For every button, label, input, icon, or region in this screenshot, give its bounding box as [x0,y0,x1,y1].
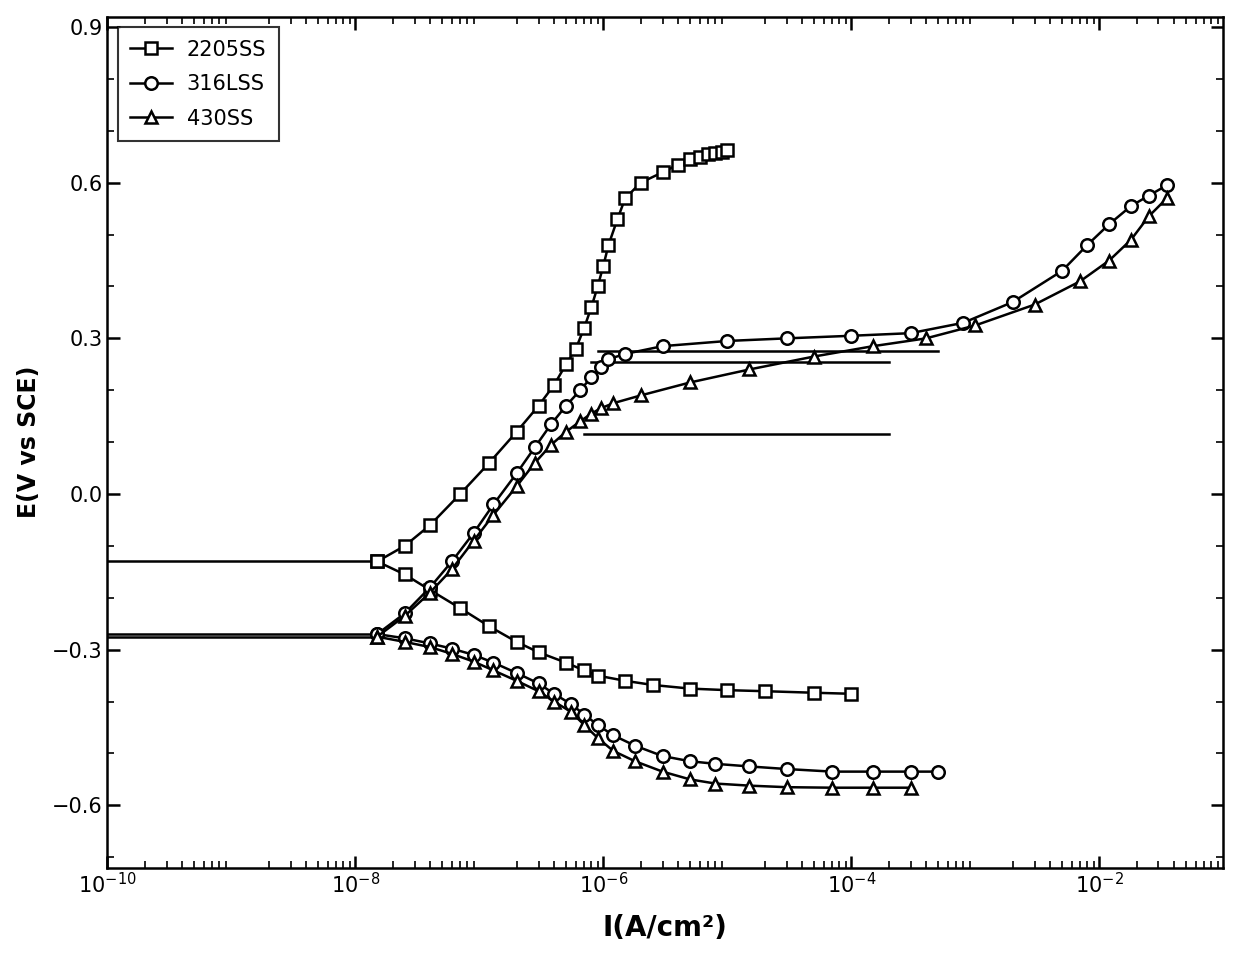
430SS [806,351,821,363]
316LSS [844,330,859,341]
2205SS [701,149,715,160]
2205SS [577,322,591,334]
316LSS [655,340,670,352]
316LSS [423,582,438,594]
430SS [466,535,481,547]
430SS [486,509,501,521]
2205SS [423,520,438,531]
2205SS [370,555,384,567]
430SS [1073,275,1087,287]
430SS [573,415,588,427]
2205SS [397,540,412,551]
430SS [1141,211,1156,222]
430SS [593,403,608,414]
2205SS [682,153,697,165]
430SS [584,408,599,419]
Y-axis label: E(V vs SCE): E(V vs SCE) [16,366,41,518]
430SS [742,363,756,375]
Legend: 2205SS, 316LSS, 430SS: 2205SS, 316LSS, 430SS [118,27,279,141]
430SS [606,397,621,409]
2205SS [590,281,605,292]
316LSS [573,385,588,396]
316LSS [601,353,616,364]
430SS [968,319,983,331]
2205SS [610,213,625,224]
316LSS [903,327,918,339]
316LSS [370,628,384,640]
2205SS [596,260,611,271]
316LSS [593,362,608,373]
2205SS [714,146,729,157]
316LSS [510,468,525,480]
2205SS [531,400,546,411]
Line: 316LSS: 316LSS [371,179,1173,641]
Line: 430SS: 430SS [371,192,1173,643]
316LSS [558,400,573,411]
430SS [510,480,525,492]
2205SS [634,177,649,189]
2205SS [692,151,707,162]
430SS [1159,193,1174,204]
2205SS [671,159,686,171]
2205SS [568,343,583,355]
316LSS [1141,190,1156,201]
316LSS [779,333,794,344]
316LSS [544,418,559,430]
316LSS [486,499,501,510]
316LSS [618,348,632,360]
2205SS [558,359,573,370]
316LSS [956,317,971,329]
2205SS [482,457,497,469]
316LSS [1101,219,1116,230]
316LSS [584,371,599,383]
316LSS [466,527,481,539]
430SS [1123,234,1138,246]
430SS [919,333,934,344]
430SS [370,631,384,643]
Line: 2205SS: 2205SS [371,144,734,568]
316LSS [1123,200,1138,212]
2205SS [584,301,599,313]
430SS [444,564,459,575]
2205SS [453,488,467,500]
2205SS [601,239,616,250]
2205SS [655,167,670,178]
316LSS [527,441,542,453]
X-axis label: I(A/cm²): I(A/cm²) [603,914,728,943]
316LSS [720,336,735,347]
430SS [544,439,559,451]
316LSS [444,555,459,567]
430SS [1101,255,1116,267]
430SS [1027,299,1042,311]
430SS [423,587,438,598]
316LSS [1006,296,1021,308]
2205SS [510,426,525,437]
316LSS [1080,239,1095,250]
430SS [397,610,412,621]
316LSS [1159,179,1174,191]
2205SS [618,193,632,204]
2205SS [720,144,735,155]
316LSS [1054,265,1069,276]
430SS [682,377,697,388]
430SS [558,426,573,437]
2205SS [547,380,562,391]
430SS [527,457,542,469]
430SS [634,389,649,401]
2205SS [708,147,723,158]
430SS [866,340,880,352]
316LSS [397,608,412,620]
